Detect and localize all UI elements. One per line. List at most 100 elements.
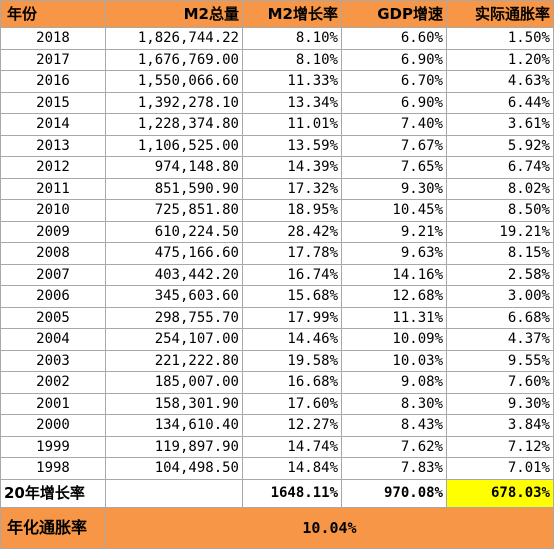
- header-gdp-growth[interactable]: GDP增速: [341, 0, 447, 28]
- cell-gdp-growth[interactable]: 7.83%: [341, 457, 447, 480]
- cell-year[interactable]: 1999: [0, 435, 106, 458]
- cell-gdp-growth[interactable]: 8.43%: [341, 414, 447, 437]
- cell-inflation[interactable]: 4.63%: [446, 70, 554, 93]
- cell-m2-growth[interactable]: 14.39%: [242, 156, 342, 179]
- cell-year[interactable]: 2006: [0, 285, 106, 308]
- cell-m2-growth[interactable]: 12.27%: [242, 414, 342, 437]
- cell-inflation[interactable]: 3.84%: [446, 414, 554, 437]
- cell-m2-growth[interactable]: 13.59%: [242, 134, 342, 157]
- cell-year[interactable]: 2008: [0, 242, 106, 265]
- cell-m2-growth[interactable]: 14.84%: [242, 457, 342, 480]
- cell-gdp-growth[interactable]: 8.30%: [341, 392, 447, 415]
- cell-year[interactable]: 2017: [0, 48, 106, 71]
- cell-m2-growth[interactable]: 16.74%: [242, 263, 342, 286]
- cell-m2-total[interactable]: 221,222.80: [105, 349, 243, 372]
- cell-m2-total[interactable]: 1,392,278.10: [105, 91, 243, 114]
- summary-m2-total[interactable]: [105, 478, 243, 508]
- cell-m2-total[interactable]: 119,897.90: [105, 435, 243, 458]
- cell-year[interactable]: 2001: [0, 392, 106, 415]
- annual-label[interactable]: 年化通胀率: [0, 506, 106, 549]
- summary-m2-growth[interactable]: 1648.11%: [242, 478, 342, 508]
- header-m2-total[interactable]: M2总量: [105, 0, 243, 28]
- cell-year[interactable]: 2018: [0, 27, 106, 50]
- cell-gdp-growth[interactable]: 6.90%: [341, 48, 447, 71]
- cell-m2-total[interactable]: 610,224.50: [105, 220, 243, 243]
- cell-m2-growth[interactable]: 19.58%: [242, 349, 342, 372]
- cell-gdp-growth[interactable]: 9.30%: [341, 177, 447, 200]
- cell-inflation[interactable]: 2.58%: [446, 263, 554, 286]
- cell-inflation[interactable]: 7.60%: [446, 371, 554, 394]
- cell-m2-growth[interactable]: 17.99%: [242, 306, 342, 329]
- cell-m2-total[interactable]: 185,007.00: [105, 371, 243, 394]
- cell-year[interactable]: 2005: [0, 306, 106, 329]
- cell-gdp-growth[interactable]: 9.63%: [341, 242, 447, 265]
- cell-m2-total[interactable]: 1,106,525.00: [105, 134, 243, 157]
- header-year[interactable]: 年份: [0, 0, 106, 28]
- cell-year[interactable]: 1998: [0, 457, 106, 480]
- cell-year[interactable]: 2003: [0, 349, 106, 372]
- cell-gdp-growth[interactable]: 6.60%: [341, 27, 447, 50]
- cell-inflation[interactable]: 3.61%: [446, 113, 554, 136]
- cell-inflation[interactable]: 4.37%: [446, 328, 554, 351]
- cell-m2-total[interactable]: 254,107.00: [105, 328, 243, 351]
- cell-inflation[interactable]: 9.30%: [446, 392, 554, 415]
- cell-m2-growth[interactable]: 14.74%: [242, 435, 342, 458]
- cell-m2-growth[interactable]: 17.60%: [242, 392, 342, 415]
- cell-gdp-growth[interactable]: 9.08%: [341, 371, 447, 394]
- cell-m2-growth[interactable]: 14.46%: [242, 328, 342, 351]
- cell-gdp-growth[interactable]: 7.67%: [341, 134, 447, 157]
- cell-gdp-growth[interactable]: 11.31%: [341, 306, 447, 329]
- cell-gdp-growth[interactable]: 7.65%: [341, 156, 447, 179]
- cell-m2-growth[interactable]: 17.32%: [242, 177, 342, 200]
- cell-gdp-growth[interactable]: 10.03%: [341, 349, 447, 372]
- cell-gdp-growth[interactable]: 10.45%: [341, 199, 447, 222]
- cell-inflation[interactable]: 1.20%: [446, 48, 554, 71]
- cell-gdp-growth[interactable]: 14.16%: [341, 263, 447, 286]
- cell-gdp-growth[interactable]: 10.09%: [341, 328, 447, 351]
- cell-year[interactable]: 2009: [0, 220, 106, 243]
- cell-year[interactable]: 2004: [0, 328, 106, 351]
- cell-m2-total[interactable]: 1,826,744.22: [105, 27, 243, 50]
- cell-m2-total[interactable]: 345,603.60: [105, 285, 243, 308]
- cell-year[interactable]: 2000: [0, 414, 106, 437]
- cell-gdp-growth[interactable]: 6.90%: [341, 91, 447, 114]
- cell-m2-total[interactable]: 104,498.50: [105, 457, 243, 480]
- cell-inflation[interactable]: 5.92%: [446, 134, 554, 157]
- cell-m2-total[interactable]: 158,301.90: [105, 392, 243, 415]
- cell-m2-growth[interactable]: 13.34%: [242, 91, 342, 114]
- cell-m2-growth[interactable]: 11.33%: [242, 70, 342, 93]
- cell-m2-total[interactable]: 298,755.70: [105, 306, 243, 329]
- cell-gdp-growth[interactable]: 12.68%: [341, 285, 447, 308]
- cell-m2-total[interactable]: 403,442.20: [105, 263, 243, 286]
- cell-inflation[interactable]: 6.74%: [446, 156, 554, 179]
- cell-m2-growth[interactable]: 28.42%: [242, 220, 342, 243]
- summary-gdp-growth[interactable]: 970.08%: [341, 478, 447, 508]
- cell-inflation[interactable]: 9.55%: [446, 349, 554, 372]
- cell-year[interactable]: 2014: [0, 113, 106, 136]
- annual-value[interactable]: 10.04%: [105, 506, 554, 549]
- header-inflation[interactable]: 实际通胀率: [446, 0, 554, 28]
- cell-m2-growth[interactable]: 15.68%: [242, 285, 342, 308]
- cell-gdp-growth[interactable]: 7.40%: [341, 113, 447, 136]
- cell-m2-growth[interactable]: 11.01%: [242, 113, 342, 136]
- cell-gdp-growth[interactable]: 6.70%: [341, 70, 447, 93]
- cell-inflation[interactable]: 1.50%: [446, 27, 554, 50]
- cell-m2-total[interactable]: 1,550,066.60: [105, 70, 243, 93]
- cell-year[interactable]: 2011: [0, 177, 106, 200]
- cell-year[interactable]: 2013: [0, 134, 106, 157]
- cell-m2-growth[interactable]: 8.10%: [242, 27, 342, 50]
- cell-inflation[interactable]: 7.12%: [446, 435, 554, 458]
- cell-m2-total[interactable]: 475,166.60: [105, 242, 243, 265]
- cell-m2-total[interactable]: 134,610.40: [105, 414, 243, 437]
- cell-inflation[interactable]: 6.68%: [446, 306, 554, 329]
- cell-year[interactable]: 2012: [0, 156, 106, 179]
- cell-m2-total[interactable]: 1,676,769.00: [105, 48, 243, 71]
- cell-m2-total[interactable]: 851,590.90: [105, 177, 243, 200]
- cell-inflation[interactable]: 3.00%: [446, 285, 554, 308]
- cell-inflation[interactable]: 8.15%: [446, 242, 554, 265]
- cell-m2-growth[interactable]: 17.78%: [242, 242, 342, 265]
- summary-inflation[interactable]: 678.03%: [446, 478, 554, 508]
- cell-inflation[interactable]: 7.01%: [446, 457, 554, 480]
- cell-year[interactable]: 2015: [0, 91, 106, 114]
- cell-year[interactable]: 2016: [0, 70, 106, 93]
